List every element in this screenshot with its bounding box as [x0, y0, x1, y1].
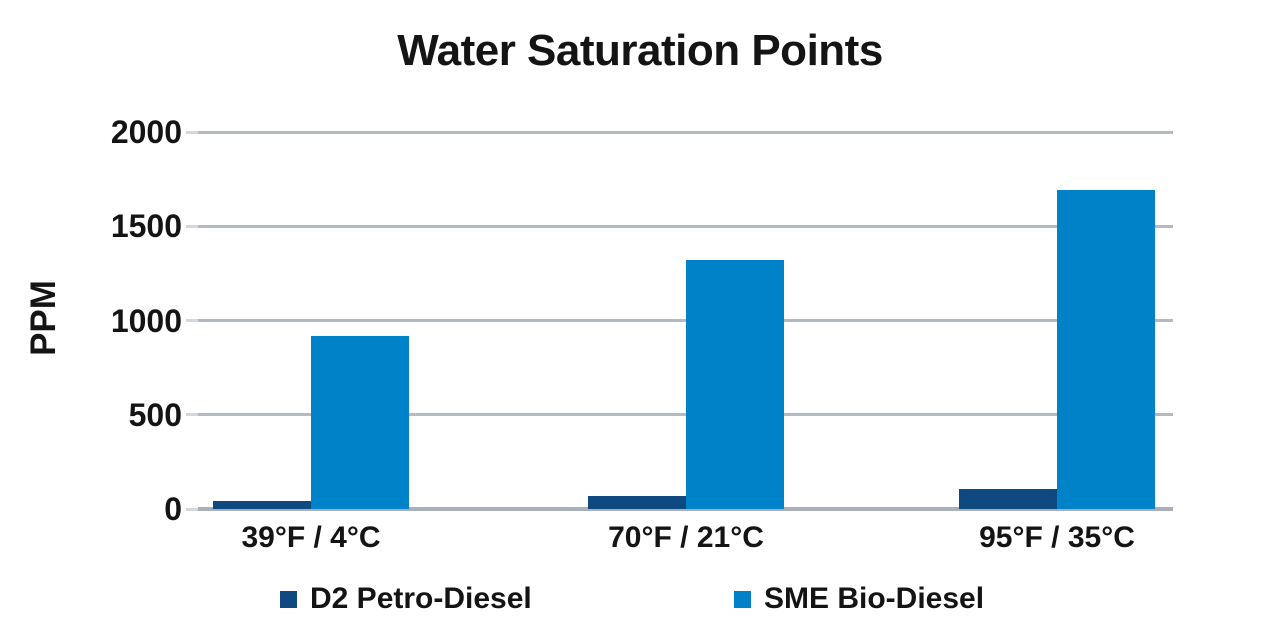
legend-label-sme-bio-diesel: SME Bio-Diesel — [764, 582, 985, 615]
gridline — [198, 130, 1173, 134]
legend-swatch-sme-bio-diesel — [734, 590, 751, 608]
x-category-label: 70°F / 21°C — [608, 521, 764, 554]
y-tick-mark — [186, 224, 198, 228]
legend-label-d2-petro-diesel: D2 Petro-Diesel — [310, 582, 532, 615]
gridline — [198, 319, 1173, 322]
x-axis-line — [198, 507, 1173, 511]
bar-d2-petro-diesel-70-f-21-c — [588, 495, 686, 509]
y-tick-label: 2000 — [110, 114, 182, 150]
legend-item-sme-bio-diesel: SME Bio-Diesel — [734, 581, 984, 617]
y-tick-mark — [186, 413, 198, 417]
chart-title: Water Saturation Points — [397, 26, 883, 75]
y-tick-mark — [186, 319, 198, 322]
legend-item-d2-petro-diesel: D2 Petro-Diesel — [280, 581, 532, 617]
legend-swatch-d2-petro-diesel — [280, 590, 297, 608]
gridline — [198, 413, 1173, 417]
y-tick-label: 500 — [128, 396, 182, 433]
y-tick-label: 1500 — [110, 208, 182, 245]
x-category-label: 95°F / 35°C — [979, 521, 1135, 554]
y-tick-mark — [186, 130, 198, 134]
bar-sme-bio-diesel-95-f-35-c — [1057, 190, 1155, 509]
y-tick-label: 0 — [164, 491, 182, 527]
y-tick-label: 1000 — [110, 302, 182, 339]
bar-sme-bio-diesel-70-f-21-c — [686, 260, 784, 509]
y-tick-mark — [186, 507, 198, 511]
bar-d2-petro-diesel-39-f-4-c — [213, 501, 311, 509]
bar-sme-bio-diesel-39-f-4-c — [311, 335, 409, 509]
x-category-label: 39°F / 4°C — [241, 521, 381, 554]
bar-d2-petro-diesel-95-f-35-c — [959, 489, 1057, 509]
gridline — [198, 224, 1173, 228]
